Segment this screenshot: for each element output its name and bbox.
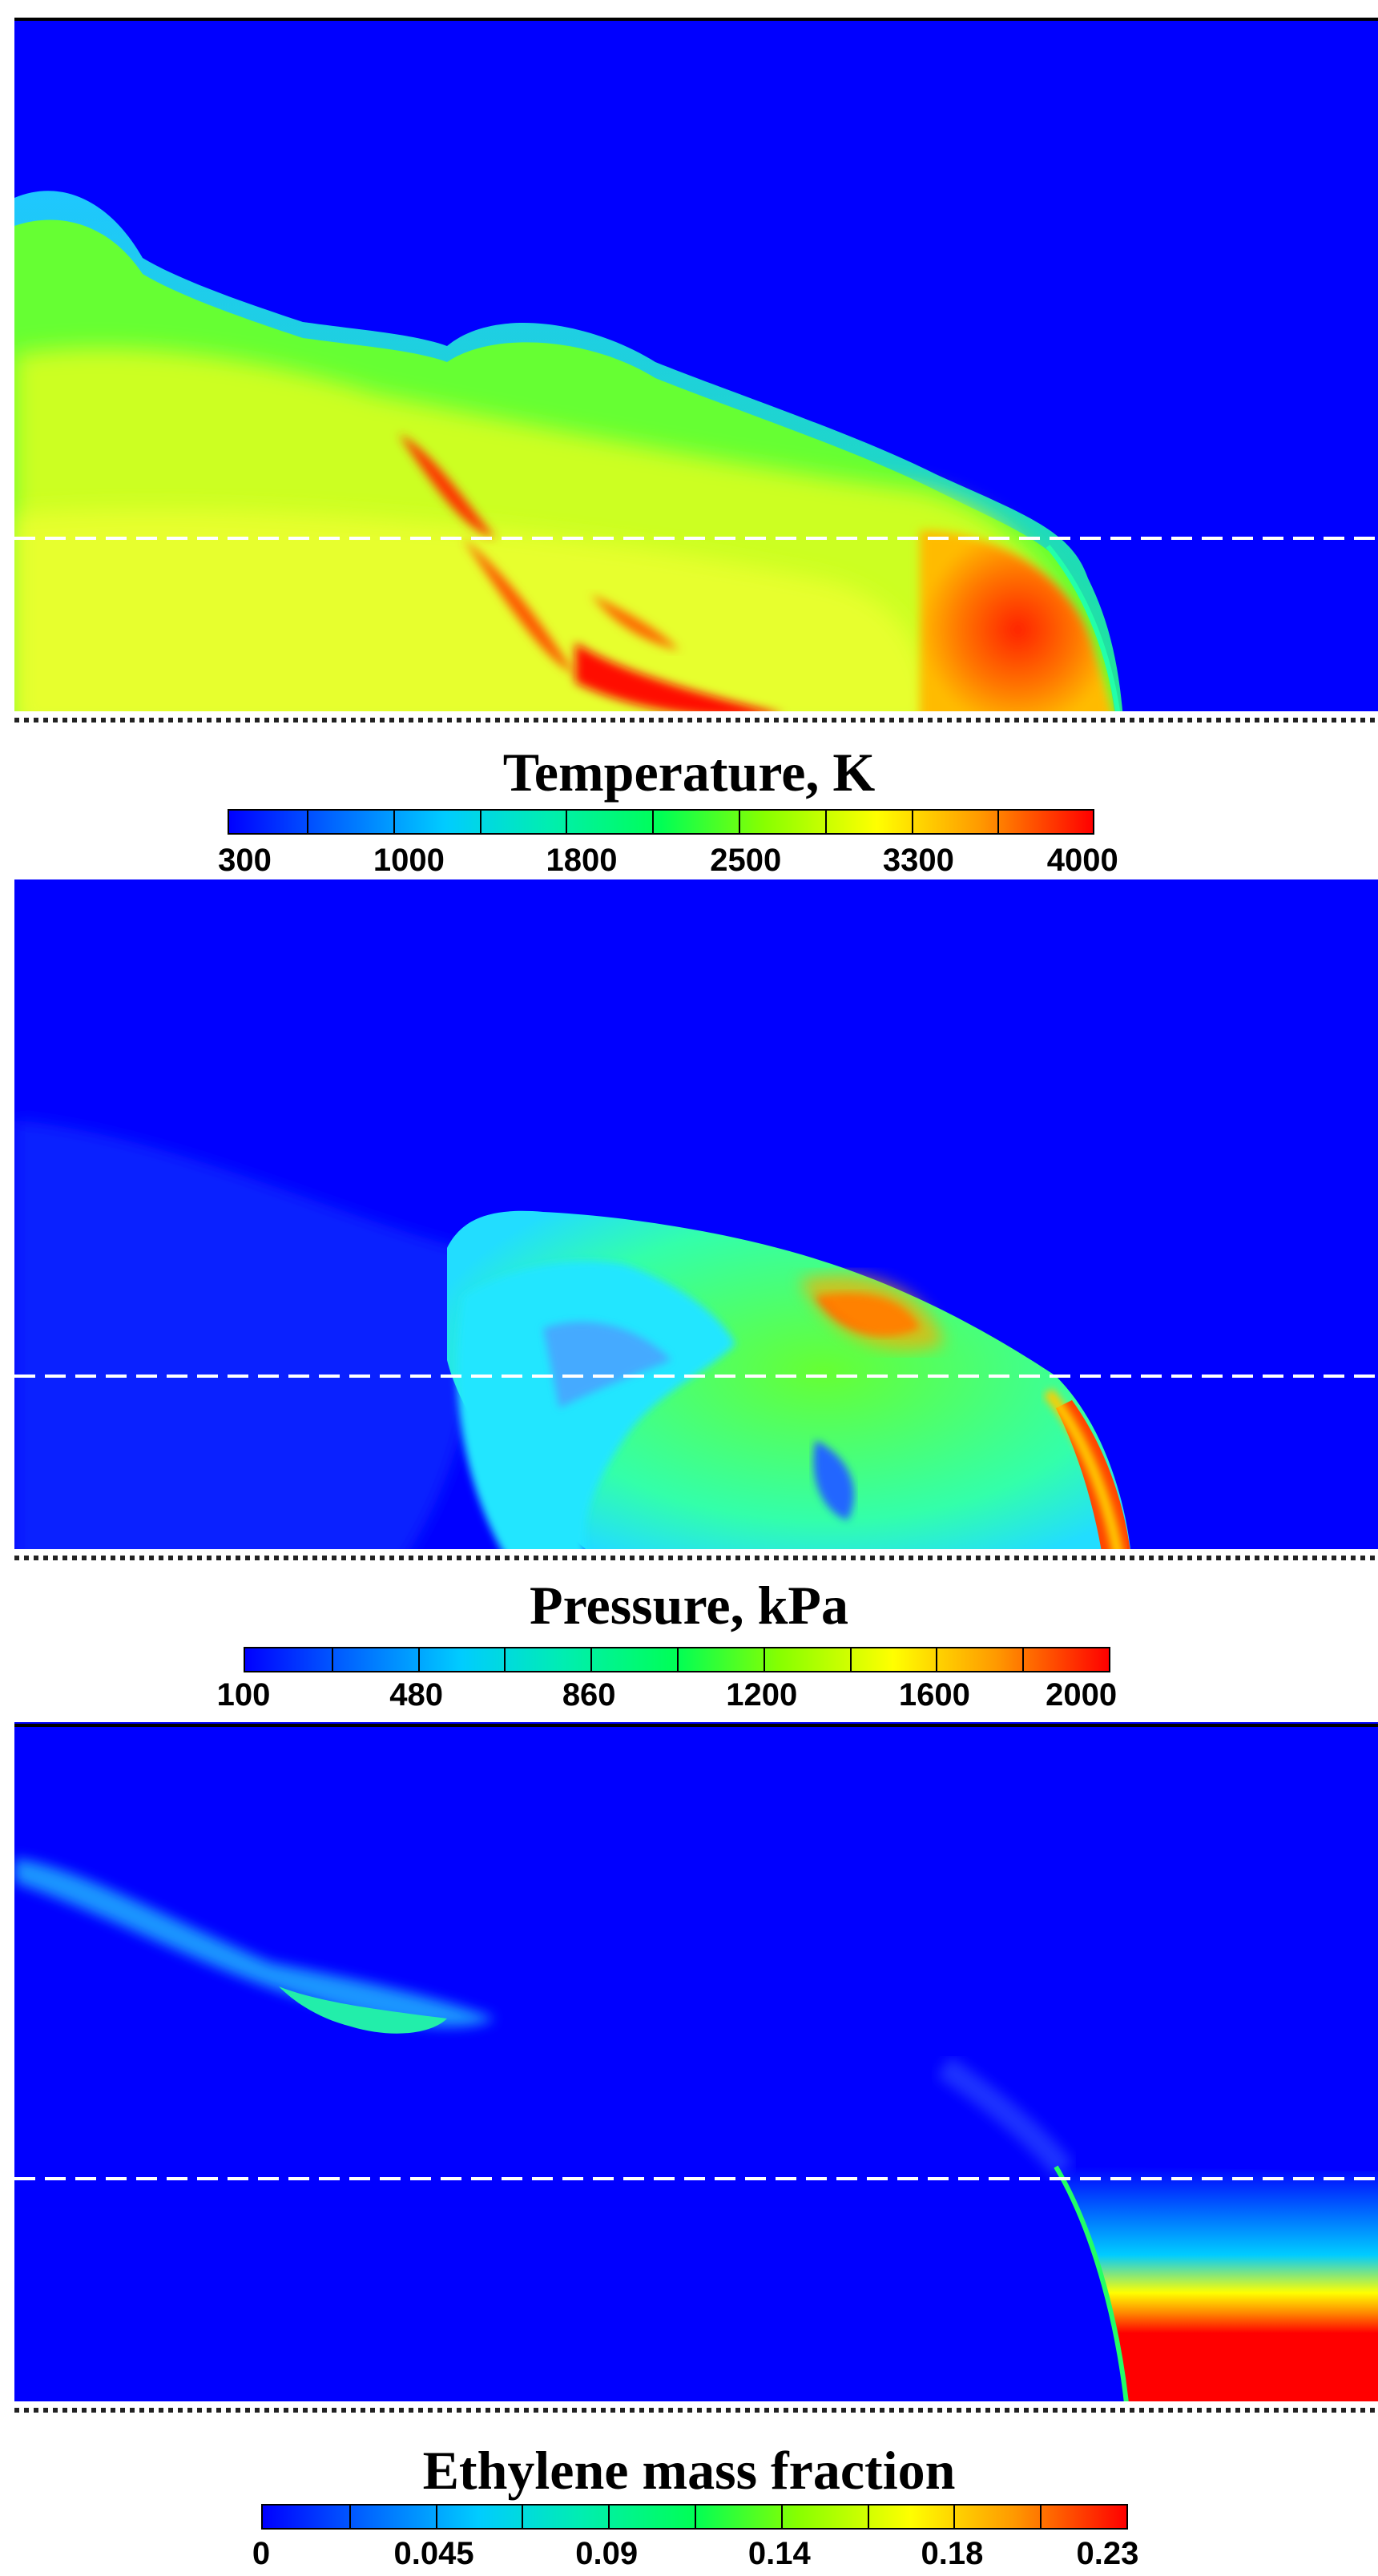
- colorbar-label: 0.09: [575, 2536, 639, 2571]
- temperature-contour-field: [14, 18, 1378, 729]
- colorbar-label: 3300: [882, 843, 954, 878]
- colorbar-label: 2500: [710, 843, 782, 878]
- colorbar-label: 4000: [1046, 843, 1118, 878]
- ethylene-contour-plot: [14, 1722, 1378, 2419]
- ethylene-colorbar-labels: 0 0.045 0.09 0.14 0.18 0.23: [252, 2536, 1138, 2571]
- ethylene-colorbar: [261, 2504, 1128, 2530]
- temperature-colorbar: [228, 809, 1094, 835]
- ethylene-contour-field: [14, 1722, 1378, 2419]
- colorbar-label: 1800: [546, 843, 618, 878]
- colorbar-label: 0.18: [921, 2536, 984, 2571]
- colorbar-label: 300: [218, 843, 272, 878]
- colorbar-label: 0: [252, 2536, 271, 2571]
- colorbar-label: 0.045: [393, 2536, 474, 2571]
- colorbar-label: 480: [389, 1677, 443, 1713]
- colorbar-label: 1600: [898, 1677, 970, 1713]
- temperature-contour-plot: [14, 18, 1378, 729]
- pressure-title: Pressure, kPa: [530, 1575, 848, 1636]
- colorbar-label: 0.23: [1076, 2536, 1139, 2571]
- colorbar-label: 100: [216, 1677, 271, 1713]
- temperature-colorbar-labels: 300 1000 1800 2500 3300 4000: [218, 843, 1118, 878]
- colorbar-label: 2000: [1046, 1677, 1118, 1713]
- pressure-colorbar-labels: 100 480 860 1200 1600 2000: [217, 1677, 1118, 1713]
- pressure-contour-plot: [14, 879, 1378, 1567]
- colorbar-label: 1200: [726, 1677, 798, 1713]
- colorbar-label: 1000: [373, 843, 445, 878]
- ethylene-title: Ethylene mass fraction: [422, 2440, 956, 2501]
- temperature-title: Temperature, K: [502, 742, 876, 803]
- pressure-contour-field: [14, 879, 1378, 1567]
- colorbar-label: 860: [562, 1677, 616, 1713]
- pressure-colorbar: [244, 1647, 1110, 1672]
- colorbar-label: 0.14: [747, 2536, 811, 2571]
